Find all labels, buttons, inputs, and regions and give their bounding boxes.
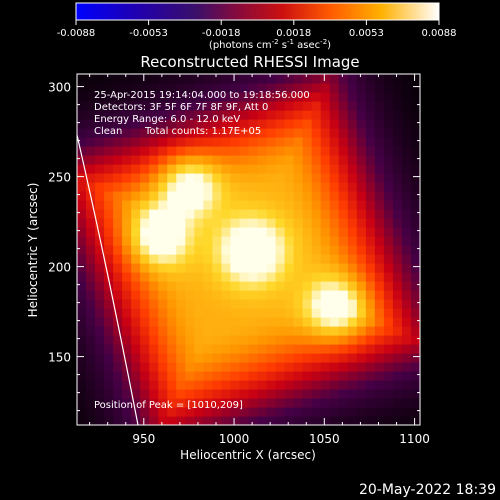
- peak-position-label: Position of Peak = [1010,209]: [94, 400, 243, 411]
- plot-frame: [76, 73, 421, 426]
- colorbar-tick-label: -0.0053: [129, 28, 168, 39]
- annotation-counts: Total counts: 1.17E+05: [144, 126, 261, 137]
- annotation-detectors: Detectors: 3F 5F 6F 7F 8F 9F, Att 0: [94, 102, 268, 113]
- colorbar-unit: (photons cm-2 s-1 asec-2): [209, 38, 331, 51]
- x-tick-label: 950: [132, 432, 155, 446]
- colorbar: [75, 2, 440, 21]
- footer-date: 20-May-2022 18:39: [359, 482, 496, 498]
- y-tick-label: 300: [48, 81, 71, 95]
- y-tick-label: 200: [48, 261, 71, 275]
- x-tick-label: 1000: [219, 432, 250, 446]
- solar-limb: [77, 134, 139, 425]
- axes: 950 1000 1050 1100 150 200 250 300: [48, 74, 430, 446]
- annotation-clean: Clean: [94, 126, 122, 137]
- colorbar-tick-label: -0.0088: [57, 28, 96, 39]
- y-axis-label: Heliocentric Y (arcsec): [26, 183, 40, 318]
- y-tick-label: 250: [48, 171, 71, 185]
- colorbar-tick-label: 0.0088: [422, 28, 457, 39]
- x-axis-label: Heliocentric X (arcsec): [180, 448, 316, 462]
- colorbar-tick-label: -0.0018: [202, 28, 241, 39]
- y-tick-label: 150: [48, 351, 71, 365]
- annotation-energy: Energy Range: 6.0 - 12.0 keV: [94, 114, 240, 125]
- heatmap-image: [77, 74, 420, 425]
- annotation-time: 25-Apr-2015 19:14:04.000 to 19:18:56.000: [94, 90, 310, 101]
- chart-title: Reconstructed RHESSI Image: [140, 53, 359, 71]
- colorbar-tick-label: 0.0018: [276, 28, 311, 39]
- x-tick-label: 1050: [309, 432, 340, 446]
- colorbar-tick-label: 0.0053: [349, 28, 384, 39]
- x-tick-label: 1100: [399, 432, 430, 446]
- colorbar-ticks: -0.0088 -0.0053 -0.0018 0.0018 0.0053 0.0088: [57, 20, 457, 39]
